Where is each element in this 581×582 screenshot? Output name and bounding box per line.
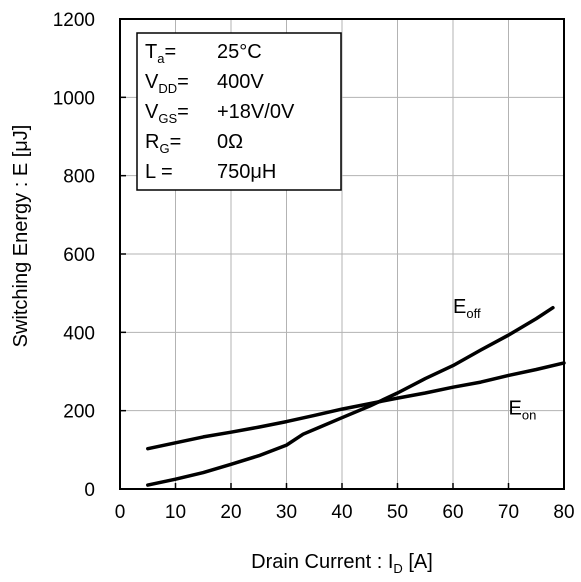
condition-label: VGS= [145, 101, 189, 126]
y-tick-label: 1200 [53, 10, 95, 31]
condition-value: 25°C [217, 41, 262, 63]
condition-value: 0Ω [217, 131, 243, 153]
condition-value: 750μH [217, 161, 276, 183]
x-tick-label: 70 [498, 502, 519, 523]
y-tick-label: 1000 [53, 88, 95, 109]
y-axis-title: Switching Energy : E [μJ] [10, 125, 32, 348]
y-tick-label: 200 [63, 402, 95, 423]
series-label-off: Eoff [453, 296, 481, 321]
series-line-on [146, 361, 566, 451]
y-tick-label: 400 [63, 323, 95, 344]
series-label-on: Eon [509, 398, 537, 423]
condition-label: VDD= [145, 71, 189, 96]
y-tick-label: 600 [63, 245, 95, 266]
condition-value: +18V/0V [217, 101, 295, 123]
axis-labels: Drain Current : ID [A] Switching Energy :… [10, 125, 433, 576]
conditions-frame [136, 32, 342, 191]
x-tick-label: 50 [387, 502, 408, 523]
condition-value: 400V [217, 71, 264, 93]
series-layer: Eoff Eon [146, 296, 566, 487]
y-tick-label: 800 [63, 167, 95, 188]
series-line-off [146, 305, 555, 487]
y-tick-label: 0 [84, 480, 95, 501]
x-tick-label: 60 [442, 502, 463, 523]
x-tick-label: 30 [276, 502, 297, 523]
x-tick-label: 0 [115, 502, 126, 523]
condition-label: L = [145, 161, 173, 183]
x-tick-label: 40 [331, 502, 352, 523]
x-tick-label: 10 [165, 502, 186, 523]
x-tick-label: 80 [553, 502, 574, 523]
x-axis-title: Drain Current : ID [A] [251, 551, 433, 576]
x-tick-label: 20 [220, 502, 241, 523]
